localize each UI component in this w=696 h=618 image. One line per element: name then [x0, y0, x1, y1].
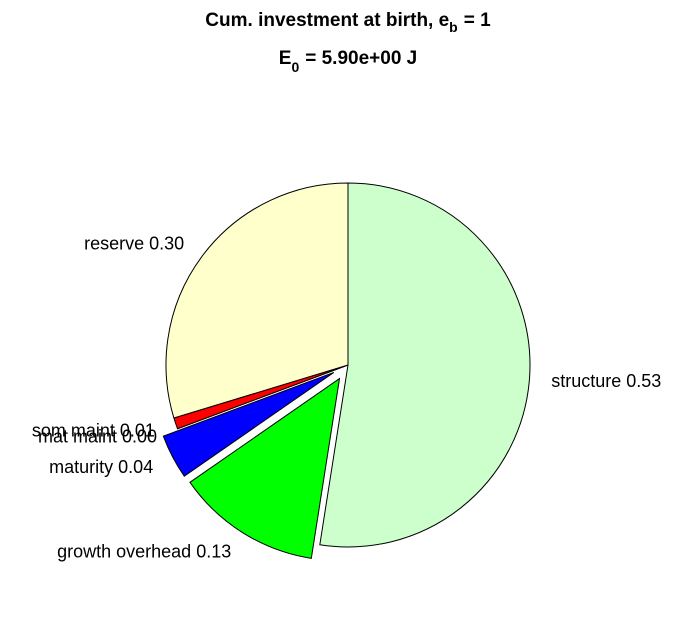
slice-label: maturity 0.04	[49, 457, 153, 477]
slice-value: 0.00	[122, 426, 157, 446]
pie-slice	[165, 182, 349, 419]
pie-slice	[319, 182, 531, 548]
slice-value: 0.53	[626, 371, 661, 391]
slice-label: mat maint 0.00	[38, 426, 157, 446]
slice-value: 0.01	[120, 420, 155, 440]
slice-label: growth overhead 0.13	[57, 541, 231, 561]
subtitle-text: = 5.90e+00 J	[305, 48, 417, 69]
chart-subtitle: E0 = 5.90e+00 J	[279, 48, 417, 75]
slice-label: structure 0.53	[551, 371, 661, 391]
subtitle-text: E	[279, 48, 292, 69]
slice-name: growth overhead	[57, 541, 191, 561]
title-text: = 1	[464, 10, 491, 31]
slice-name: maturity	[49, 457, 113, 477]
slice-label: som maint 0.01	[32, 420, 155, 440]
slice-name: som maint	[32, 420, 115, 440]
slice-value: 0.04	[118, 457, 153, 477]
slice-label: reserve 0.30	[84, 234, 184, 254]
title-text: Cum. investment at birth, e	[205, 10, 449, 31]
title-subscript: b	[449, 19, 458, 35]
pie-slice	[189, 377, 341, 559]
subtitle-subscript: 0	[291, 59, 299, 75]
slice-name: structure	[551, 371, 621, 391]
chart-title: Cum. investment at birth, eb = 1	[205, 10, 491, 35]
slice-name: mat maint	[38, 426, 117, 446]
pie-slice	[162, 371, 335, 477]
slice-value: 0.30	[149, 234, 184, 254]
slice-name: reserve	[84, 234, 144, 254]
slice-value: 0.13	[196, 541, 231, 561]
